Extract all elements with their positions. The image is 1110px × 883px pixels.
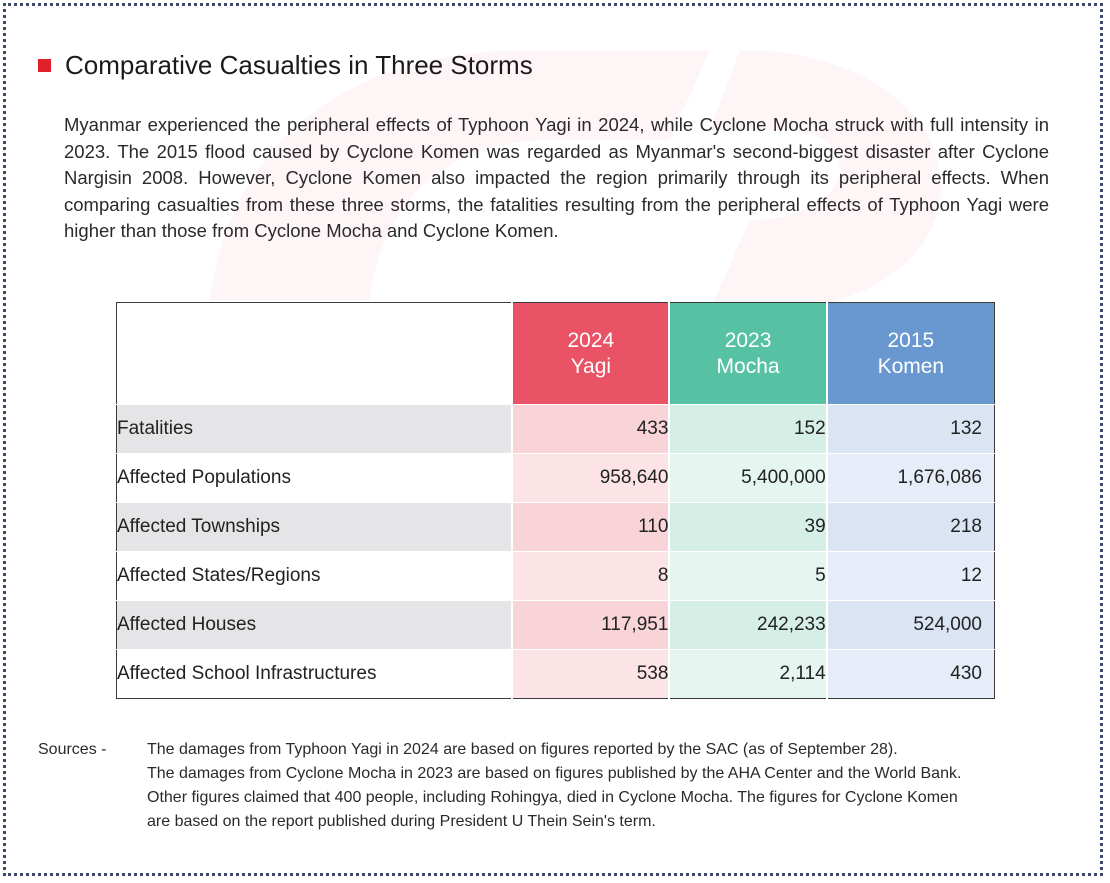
- header-mocha: 2023 Mocha: [668, 302, 827, 405]
- row-label: Affected Houses: [116, 600, 513, 650]
- header-yagi-year: 2024: [567, 328, 615, 352]
- cell-yagi: 8: [511, 551, 670, 601]
- header-komen: 2015 Komen: [825, 302, 995, 405]
- intro-paragraph: Myanmar experienced the peripheral effec…: [64, 114, 1049, 241]
- cell-mocha: 5,400,000: [668, 453, 827, 503]
- source-line: are based on the report published during…: [147, 813, 656, 830]
- cell-komen: 1,676,086: [825, 453, 995, 503]
- header-komen-name: Komen: [877, 354, 945, 378]
- row-label: Affected States/Regions: [116, 551, 513, 601]
- cell-mocha: 242,233: [668, 600, 827, 650]
- cell-komen: 430: [825, 649, 995, 699]
- cell-yagi: 110: [511, 502, 670, 552]
- dotted-frame: [3, 3, 1103, 876]
- cell-komen: 218: [825, 502, 995, 552]
- table-row: Affected States/Regions 8 5 12: [116, 551, 995, 601]
- cell-yagi: 538: [511, 649, 670, 699]
- table-row: Fatalities 433 152 132: [116, 404, 995, 454]
- cell-komen: 12: [825, 551, 995, 601]
- cell-yagi: 433: [511, 404, 670, 454]
- cell-mocha: 152: [668, 404, 827, 454]
- row-label: Affected Townships: [116, 502, 513, 552]
- casualties-table: 2024 Yagi 2023 Mocha 2015 Komen Fataliti…: [116, 302, 995, 699]
- header-mocha-year: 2023: [724, 328, 772, 352]
- table-row: Affected Townships 110 39 218: [116, 502, 995, 552]
- page-title: Comparative Casualties in Three Storms: [65, 50, 533, 80]
- row-label: Affected Populations: [116, 453, 513, 503]
- source-line: The damages from Cyclone Mocha in 2023 a…: [147, 765, 962, 782]
- source-line: Other figures claimed that 400 people, i…: [147, 789, 958, 806]
- sources-label: Sources -: [38, 741, 107, 758]
- header-blank-cell: [116, 302, 513, 405]
- header-yagi: 2024 Yagi: [511, 302, 670, 405]
- table-row: Affected School Infrastructures 538 2,11…: [116, 649, 995, 699]
- source-line: The damages from Typhoon Yagi in 2024 ar…: [147, 741, 898, 758]
- header-komen-year: 2015: [887, 328, 935, 352]
- header-yagi-name: Yagi: [570, 354, 612, 378]
- cell-mocha: 39: [668, 502, 827, 552]
- cell-yagi: 117,951: [511, 600, 670, 650]
- cell-yagi: 958,640: [511, 453, 670, 503]
- cell-komen: 132: [825, 404, 995, 454]
- table-header-row: 2024 Yagi 2023 Mocha 2015 Komen: [116, 302, 995, 405]
- cell-komen: 524,000: [825, 600, 995, 650]
- row-label: Affected School Infrastructures: [116, 649, 513, 699]
- sources-text: The damages from Typhoon Yagi in 2024 ar…: [147, 738, 1047, 834]
- table-row: Affected Populations 958,640 5,400,000 1…: [116, 453, 995, 503]
- cell-mocha: 5: [668, 551, 827, 601]
- header-mocha-name: Mocha: [716, 354, 780, 378]
- cell-mocha: 2,114: [668, 649, 827, 699]
- table-row: Affected Houses 117,951 242,233 524,000: [116, 600, 995, 650]
- title-marker: [38, 59, 51, 72]
- title-row: Comparative Casualties in Three Storms: [38, 50, 533, 81]
- row-label: Fatalities: [116, 404, 513, 454]
